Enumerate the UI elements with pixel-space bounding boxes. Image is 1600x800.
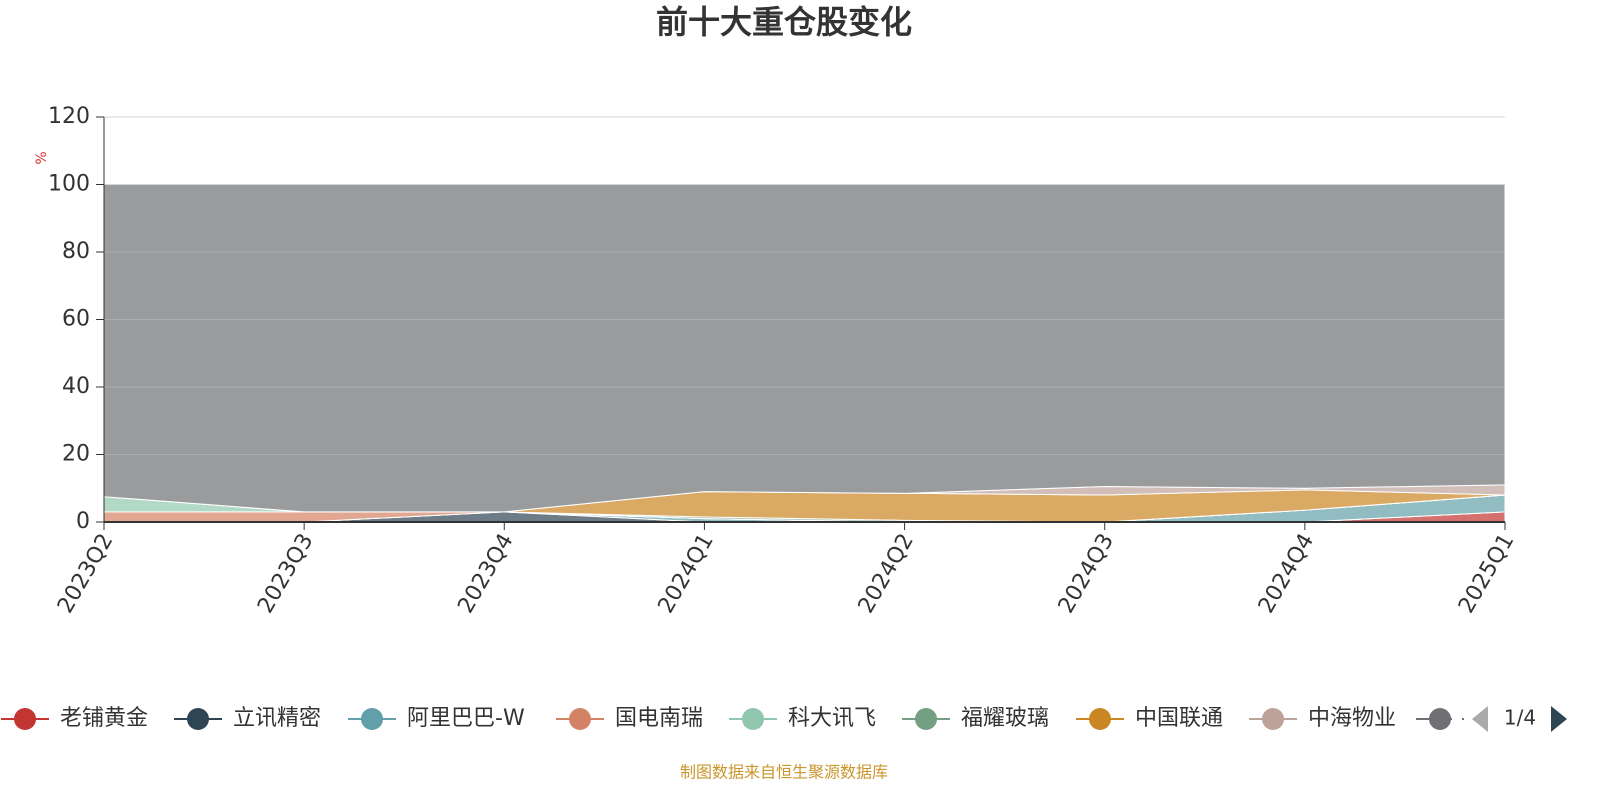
legend-page: 1/4: [1504, 706, 1536, 730]
legend-prev[interactable]: [1472, 706, 1488, 732]
y-tick-label: 40: [62, 374, 90, 399]
legend-label: 老铺黄金: [60, 706, 148, 731]
legend-label: 立讯精密: [233, 706, 321, 731]
x-tick-label: 2023Q4: [453, 530, 518, 618]
legend-item[interactable]: 老铺黄金: [1, 706, 148, 731]
x-tick-label: 2024Q1: [654, 530, 719, 618]
legend-item[interactable]: 阿里巴巴-W: [348, 706, 525, 731]
legend-symbol: [915, 708, 937, 730]
legend-symbol: [742, 708, 764, 730]
y-tick-label: 0: [76, 509, 90, 534]
legend-symbol: [1429, 708, 1451, 730]
x-tick-label: 2024Q4: [1254, 530, 1319, 618]
x-tick-label: 2023Q2: [53, 530, 118, 618]
x-tick-label: 2023Q3: [253, 530, 318, 618]
legend-item[interactable]: 科大讯飞: [729, 706, 876, 731]
legend-clip: [1452, 700, 1462, 740]
legend-symbol: [1262, 708, 1284, 730]
x-tick-label: 2024Q3: [1054, 530, 1119, 618]
x-tick-label: 2024Q2: [854, 530, 919, 618]
legend-label: 中海物业: [1308, 706, 1396, 731]
y-tick-label: 60: [62, 307, 90, 332]
legend-next[interactable]: [1551, 706, 1567, 732]
legend-symbol: [187, 708, 209, 730]
legend-symbol: [1089, 708, 1111, 730]
legend-item[interactable]: 立讯精密: [174, 706, 321, 731]
y-axis-label: %: [34, 151, 50, 164]
source-note: 制图数据来自恒生聚源数据库: [680, 763, 888, 782]
legend-label: 福耀玻璃: [961, 706, 1049, 731]
x-tick-label: 2025Q1: [1454, 530, 1519, 618]
legend-symbol: [361, 708, 383, 730]
y-tick-label: 20: [62, 442, 90, 467]
legend-item[interactable]: 中海物业: [1249, 706, 1396, 731]
legend-label: 科大讯飞: [788, 706, 876, 731]
legend-symbol: [14, 708, 36, 730]
legend-item[interactable]: 国电南瑞: [556, 706, 703, 731]
chart-title: 前十大重仓股变化: [656, 3, 912, 41]
legend-symbol: [569, 708, 591, 730]
legend-item[interactable]: 福耀玻璃: [902, 706, 1049, 731]
y-tick-label: 100: [48, 172, 90, 197]
area: [103, 184, 1506, 513]
y-tick-label: 120: [48, 104, 90, 129]
legend-label: 中国联通: [1135, 706, 1223, 731]
legend-label: 阿里巴巴-W: [407, 706, 525, 731]
legend-label: 国电南瑞: [615, 706, 703, 731]
y-tick-label: 80: [62, 239, 90, 264]
legend-item[interactable]: 中国联通: [1076, 706, 1223, 731]
